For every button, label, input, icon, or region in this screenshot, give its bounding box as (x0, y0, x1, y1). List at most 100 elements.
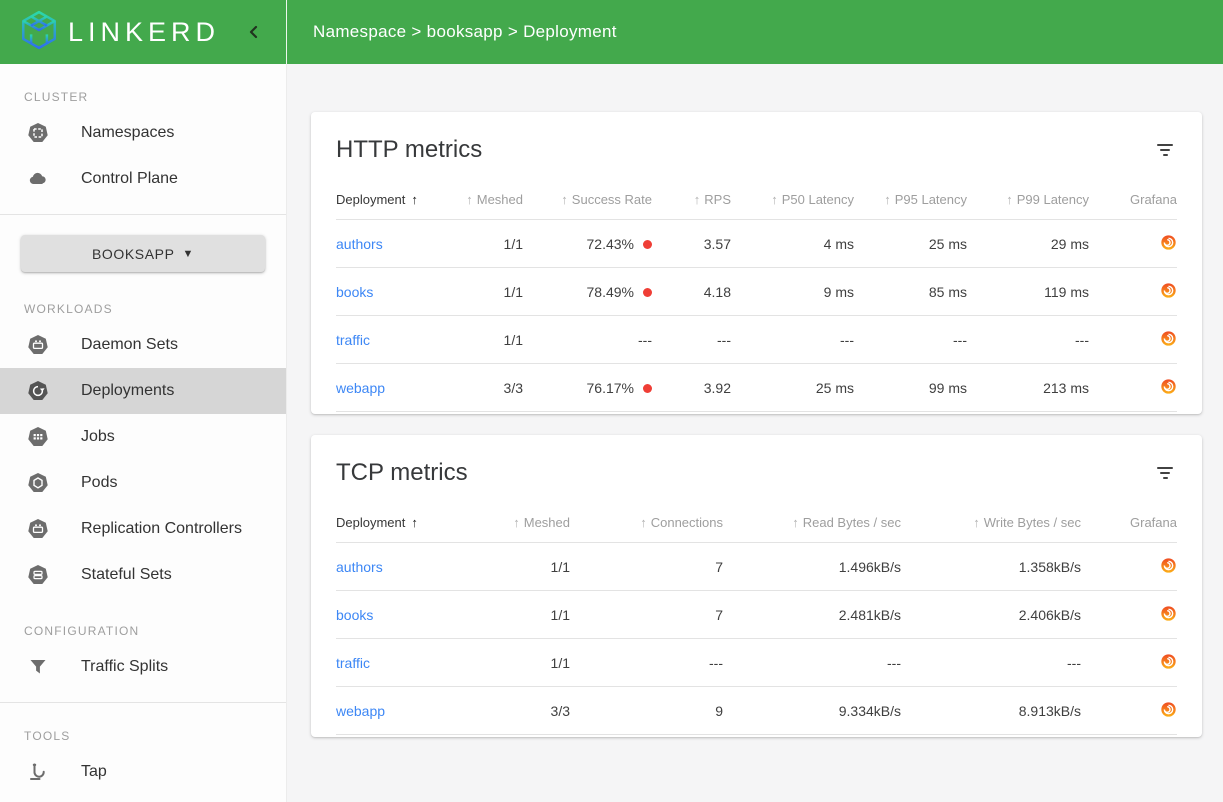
column-header-deployment[interactable]: Deployment ↑ (336, 192, 418, 207)
sidebar-item-label: Pods (81, 474, 118, 491)
column-header-success-rate[interactable]: ↑ Success Rate (561, 192, 652, 207)
p50-value: 9 ms (823, 283, 854, 300)
deployment-link[interactable]: traffic (336, 654, 370, 671)
column-header-rps[interactable]: ↑ RPS (693, 192, 731, 207)
sidebar-item-traffic-splits[interactable]: Traffic Splits (0, 644, 286, 690)
grafana-icon[interactable] (1160, 378, 1177, 395)
sort-asc-icon: ↑ (513, 515, 520, 530)
p99-value: --- (1075, 331, 1089, 348)
sidebar-item-jobs[interactable]: Jobs (0, 414, 286, 460)
table-row: webapp 3/3 76.17% 3.92 25 ms 99 ms 213 m… (336, 363, 1177, 412)
sidebar-collapse-button[interactable] (246, 24, 262, 40)
pods-icon (28, 473, 48, 493)
section-label-configuration: CONFIGURATION (24, 624, 140, 638)
deployment-link[interactable]: authors (336, 558, 383, 575)
brand[interactable]: LINKERD (18, 9, 220, 56)
tcp-metrics-table: Deployment ↑ ↑ Meshed ↑ Connections ↑ Read B… (336, 501, 1177, 735)
sidebar-item-label: Jobs (81, 428, 115, 445)
grafana-icon[interactable] (1160, 605, 1177, 622)
stateful-sets-icon (28, 565, 48, 585)
column-header-connections[interactable]: ↑ Connections (640, 515, 723, 530)
filter-icon[interactable] (1153, 463, 1177, 483)
sidebar-item-label: Traffic Splits (81, 658, 169, 675)
column-header-p95-latency[interactable]: ↑ P95 Latency (884, 192, 967, 207)
p95-value: 25 ms (928, 235, 967, 252)
sort-asc-icon: ↑ (973, 515, 980, 530)
topbar: LINKERD Namespace > booksapp > Deploymen… (0, 0, 1223, 64)
sidebar-item-tap[interactable]: Tap (0, 749, 286, 795)
meshed-value: 1/1 (503, 331, 523, 348)
deployment-link[interactable]: authors (336, 235, 383, 252)
column-header-deployment[interactable]: Deployment ↑ (336, 515, 418, 530)
sort-asc-icon: ↑ (771, 192, 778, 207)
grafana-icon[interactable] (1160, 701, 1177, 718)
sort-asc-icon: ↑ (466, 192, 473, 207)
column-header-read-bytes[interactable]: ↑ Read Bytes / sec (792, 515, 901, 530)
sidebar: CLUSTER Namespaces Control Plane BOOKSAP… (0, 64, 287, 802)
connections-value: --- (709, 654, 723, 671)
p50-value: 25 ms (815, 379, 854, 396)
namespace-selector-button[interactable]: BOOKSAPP ▼ (21, 235, 265, 272)
sidebar-item-stateful-sets[interactable]: Stateful Sets (0, 552, 286, 598)
sidebar-divider (0, 702, 286, 703)
grafana-icon[interactable] (1160, 653, 1177, 670)
http-metrics-title: HTTP metrics (336, 136, 483, 163)
table-row: traffic 1/1 --- --- --- --- --- (336, 315, 1177, 364)
sidebar-item-daemon-sets[interactable]: Daemon Sets (0, 322, 286, 368)
sidebar-item-pods[interactable]: Pods (0, 460, 286, 506)
breadcrumb: Namespace > booksapp > Deployment (313, 22, 617, 41)
grafana-icon[interactable] (1160, 557, 1177, 574)
brand-name: LINKERD (68, 16, 221, 47)
meshed-value: 1/1 (550, 558, 570, 575)
sidebar-item-label: Replication Controllers (81, 520, 242, 537)
tcp-metrics-title: TCP metrics (336, 459, 468, 486)
sidebar-item-label: Daemon Sets (81, 336, 178, 353)
sort-asc-icon: ↑ (792, 515, 799, 530)
meshed-value: 1/1 (550, 654, 570, 671)
linkerd-logo-icon (18, 9, 60, 56)
deployment-link[interactable]: books (336, 606, 374, 623)
column-header-write-bytes[interactable]: ↑ Write Bytes / sec (973, 515, 1081, 530)
jobs-icon (28, 427, 48, 447)
p99-value: 213 ms (1043, 379, 1089, 396)
caret-down-icon: ▼ (182, 247, 195, 260)
grafana-icon[interactable] (1160, 282, 1177, 299)
sidebar-item-namespaces[interactable]: Namespaces (0, 110, 286, 156)
p99-value: 29 ms (1050, 235, 1089, 252)
grafana-icon[interactable] (1160, 234, 1177, 251)
grafana-icon[interactable] (1160, 330, 1177, 347)
connections-value: 7 (715, 606, 723, 623)
p50-value: 4 ms (823, 235, 854, 252)
sidebar-item-control-plane[interactable]: Control Plane (0, 156, 286, 202)
meshed-value: 1/1 (550, 606, 570, 623)
deployments-icon (28, 381, 48, 401)
deployment-link[interactable]: traffic (336, 331, 370, 348)
p95-value: --- (953, 331, 967, 348)
column-header-meshed[interactable]: ↑ Meshed (466, 192, 523, 207)
namespace-selector-label: BOOKSAPP (91, 245, 175, 262)
p99-value: 119 ms (1044, 283, 1089, 300)
sidebar-item-label: Tap (81, 763, 107, 780)
deployment-link[interactable]: webapp (336, 379, 386, 396)
column-header-p99-latency[interactable]: ↑ P99 Latency (1006, 192, 1089, 207)
column-header-p50-latency[interactable]: ↑ P50 Latency (771, 192, 854, 207)
rps-value: 3.92 (703, 379, 731, 396)
deployment-link[interactable]: webapp (336, 702, 386, 719)
sidebar-item-replication-controllers[interactable]: Replication Controllers (0, 506, 286, 552)
table-row: books 1/1 7 2.481kB/s 2.406kB/s (336, 590, 1177, 639)
tap-icon (28, 762, 48, 782)
connections-value: 9 (715, 702, 723, 719)
table-row: books 1/1 78.49% 4.18 9 ms 85 ms 119 ms (336, 267, 1177, 316)
read-bytes-value: 2.481kB/s (838, 606, 901, 623)
sidebar-item-deployments[interactable]: Deployments (0, 368, 286, 414)
deployment-link[interactable]: books (336, 283, 374, 300)
write-bytes-value: --- (1067, 654, 1081, 671)
namespaces-icon (28, 123, 48, 143)
filter-icon[interactable] (1153, 140, 1177, 160)
main-content: HTTP metrics Deployment ↑ ↑ Meshed ↑ Succes… (287, 64, 1223, 802)
alert-dot-icon (643, 240, 652, 250)
topbar-brand-area: LINKERD (0, 0, 287, 64)
meshed-value: 3/3 (503, 379, 523, 396)
column-header-meshed[interactable]: ↑ Meshed (513, 515, 570, 530)
http-metrics-card: HTTP metrics Deployment ↑ ↑ Meshed ↑ Succes… (311, 112, 1202, 414)
